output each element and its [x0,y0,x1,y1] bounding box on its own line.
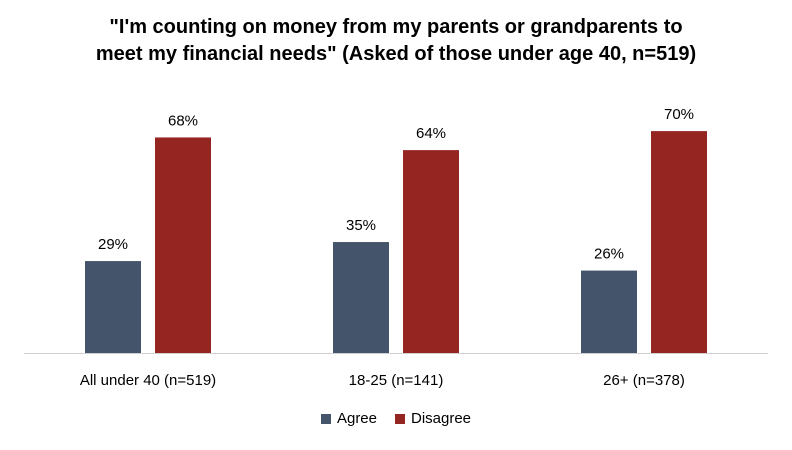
bar-agree-2 [581,270,637,353]
data-label-disagree-0: 68% [168,112,198,129]
bar-disagree-1 [403,150,459,353]
category-label-2: 26+ (n=378) [603,372,685,389]
bar-disagree-0 [155,137,211,353]
data-label-disagree-1: 64% [416,125,446,142]
category-label-0: All under 40 (n=519) [80,372,216,389]
chart-title: "I'm counting on money from my parents o… [0,14,792,68]
bar-agree-1 [333,242,389,353]
bar-agree-0 [85,261,141,353]
data-label-disagree-2: 70% [664,106,694,123]
bar-disagree-2 [651,131,707,353]
legend-label-disagree: Disagree [411,410,472,427]
legend-item-agree: Agree [320,410,377,427]
legend-swatch-agree [320,413,331,424]
chart-legend: Agree Disagree [0,410,792,427]
chart-title-line-1: "I'm counting on money from my parents o… [109,16,683,38]
legend-label-agree: Agree [336,410,377,427]
legend-item-disagree: Disagree [395,410,471,427]
data-label-agree-1: 35% [346,217,376,234]
legend-swatch-disagree [395,413,405,424]
data-label-agree-0: 29% [98,236,128,253]
chart-title-line-2: meet my financial needs" (Asked of those… [95,43,697,65]
data-label-agree-2: 26% [594,246,624,263]
category-label-1: 18-25 (n=141) [349,372,444,389]
